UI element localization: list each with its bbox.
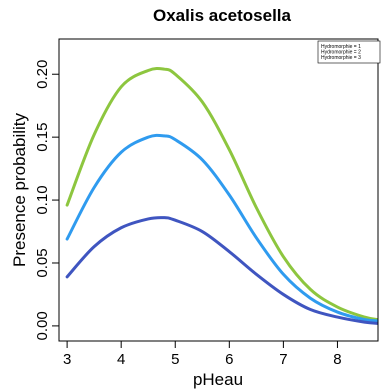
series-line-1 [65,66,378,322]
legend-box [317,40,381,64]
series-line-2 [65,133,378,323]
x-tick-label: 4 [117,351,125,368]
x-tick-label: 7 [279,351,287,368]
y-axis: 0.00 0.05 0.10 0.15 0.20 [34,60,59,341]
y-tick-label: 0.05 [34,248,51,277]
x-axis-title: pHeau [193,370,243,389]
series-line-3 [65,216,378,325]
x-tick-label: 8 [333,351,341,368]
y-axis-title: Presence probability [10,112,29,267]
legend-entry: Hydromorphie = 2 [321,50,361,56]
y-tick-label: 0.15 [34,123,51,152]
chart-title: Oxalis acetosella [153,6,292,25]
legend-entry: Hydromorphie = 3 [321,55,361,61]
x-axis: 3 4 5 6 7 8 [63,341,342,368]
series-layer [65,66,378,325]
plot-frame [58,38,379,342]
x-tick-label: 6 [225,351,233,368]
y-tick-label: 0.20 [34,60,51,89]
x-tick-label: 5 [171,351,179,368]
legend-entry: Hydromorphie = 1 [321,44,361,50]
x-tick-label: 3 [63,351,71,368]
y-tick-label: 0.10 [34,185,51,214]
y-tick-label: 0.00 [34,311,51,340]
